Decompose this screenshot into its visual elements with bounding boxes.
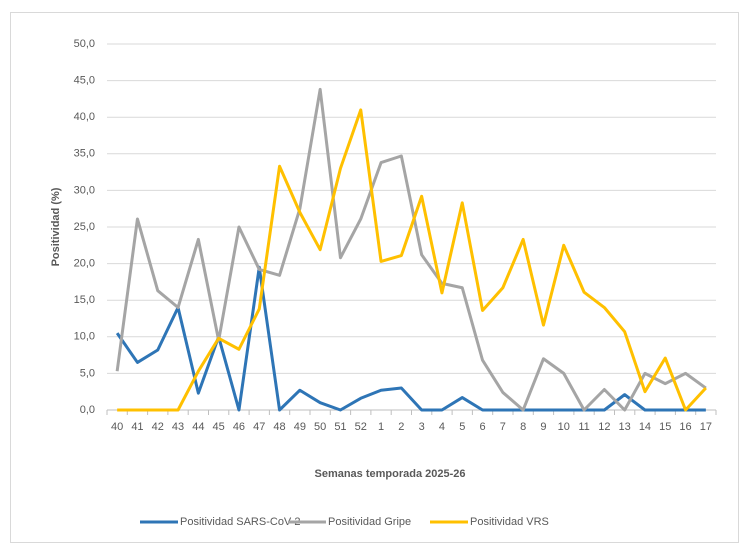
x-tick-label: 2	[398, 421, 404, 433]
y-tick-label: 0,0	[80, 404, 95, 416]
x-tick-label: 15	[659, 421, 671, 433]
x-tick-label: 12	[598, 421, 610, 433]
chart-frame	[10, 12, 739, 543]
x-tick-label: 10	[558, 421, 570, 433]
x-tick-label: 48	[273, 421, 285, 433]
legend-label: Positividad SARS-CoV-2	[180, 516, 300, 528]
x-tick-label: 6	[479, 421, 485, 433]
legend-label: Positividad VRS	[470, 516, 549, 528]
legend-label: Positividad Gripe	[328, 516, 411, 528]
y-axis-title: Positividad (%)	[50, 187, 62, 266]
x-tick-label: 42	[152, 421, 164, 433]
y-tick-label: 50,0	[74, 38, 95, 50]
x-tick-label: 52	[355, 421, 367, 433]
y-tick-label: 30,0	[74, 184, 95, 196]
series-line	[115, 87, 707, 412]
x-tick-label: 17	[700, 421, 712, 433]
x-tick-label: 3	[419, 421, 425, 433]
x-tick-label: 13	[619, 421, 631, 433]
x-tick-label: 47	[253, 421, 265, 433]
x-tick-label: 8	[520, 421, 526, 433]
x-tick-label: 9	[540, 421, 546, 433]
x-tick-label: 11	[578, 421, 589, 433]
x-axis-title: Semanas temporada 2025-26	[314, 468, 465, 480]
x-tick-label: 14	[639, 421, 651, 433]
x-tick-label: 43	[172, 421, 184, 433]
x-tick-label: 50	[314, 421, 326, 433]
y-tick-label: 25,0	[74, 221, 95, 233]
y-tick-label: 40,0	[74, 111, 95, 123]
y-tick-label: 35,0	[74, 148, 95, 160]
series-line	[117, 108, 707, 412]
x-tick-label: 7	[500, 421, 506, 433]
y-tick-label: 15,0	[74, 294, 95, 306]
x-tick-label: 45	[213, 421, 225, 433]
x-tick-label: 4	[439, 421, 445, 433]
x-tick-label: 40	[111, 421, 123, 433]
x-tick-label: 46	[233, 421, 245, 433]
y-tick-label: 10,0	[74, 331, 95, 343]
y-tick-label: 5,0	[80, 367, 95, 379]
y-tick-label: 20,0	[74, 258, 95, 270]
x-tick-label: 1	[378, 421, 384, 433]
x-tick-label: 49	[294, 421, 306, 433]
x-tick-label: 41	[131, 421, 143, 433]
x-tick-label: 44	[192, 421, 204, 433]
y-tick-label: 45,0	[74, 75, 95, 87]
x-tick-label: 5	[459, 421, 465, 433]
x-tick-label: 51	[334, 421, 346, 433]
x-tick-label: 16	[679, 421, 691, 433]
